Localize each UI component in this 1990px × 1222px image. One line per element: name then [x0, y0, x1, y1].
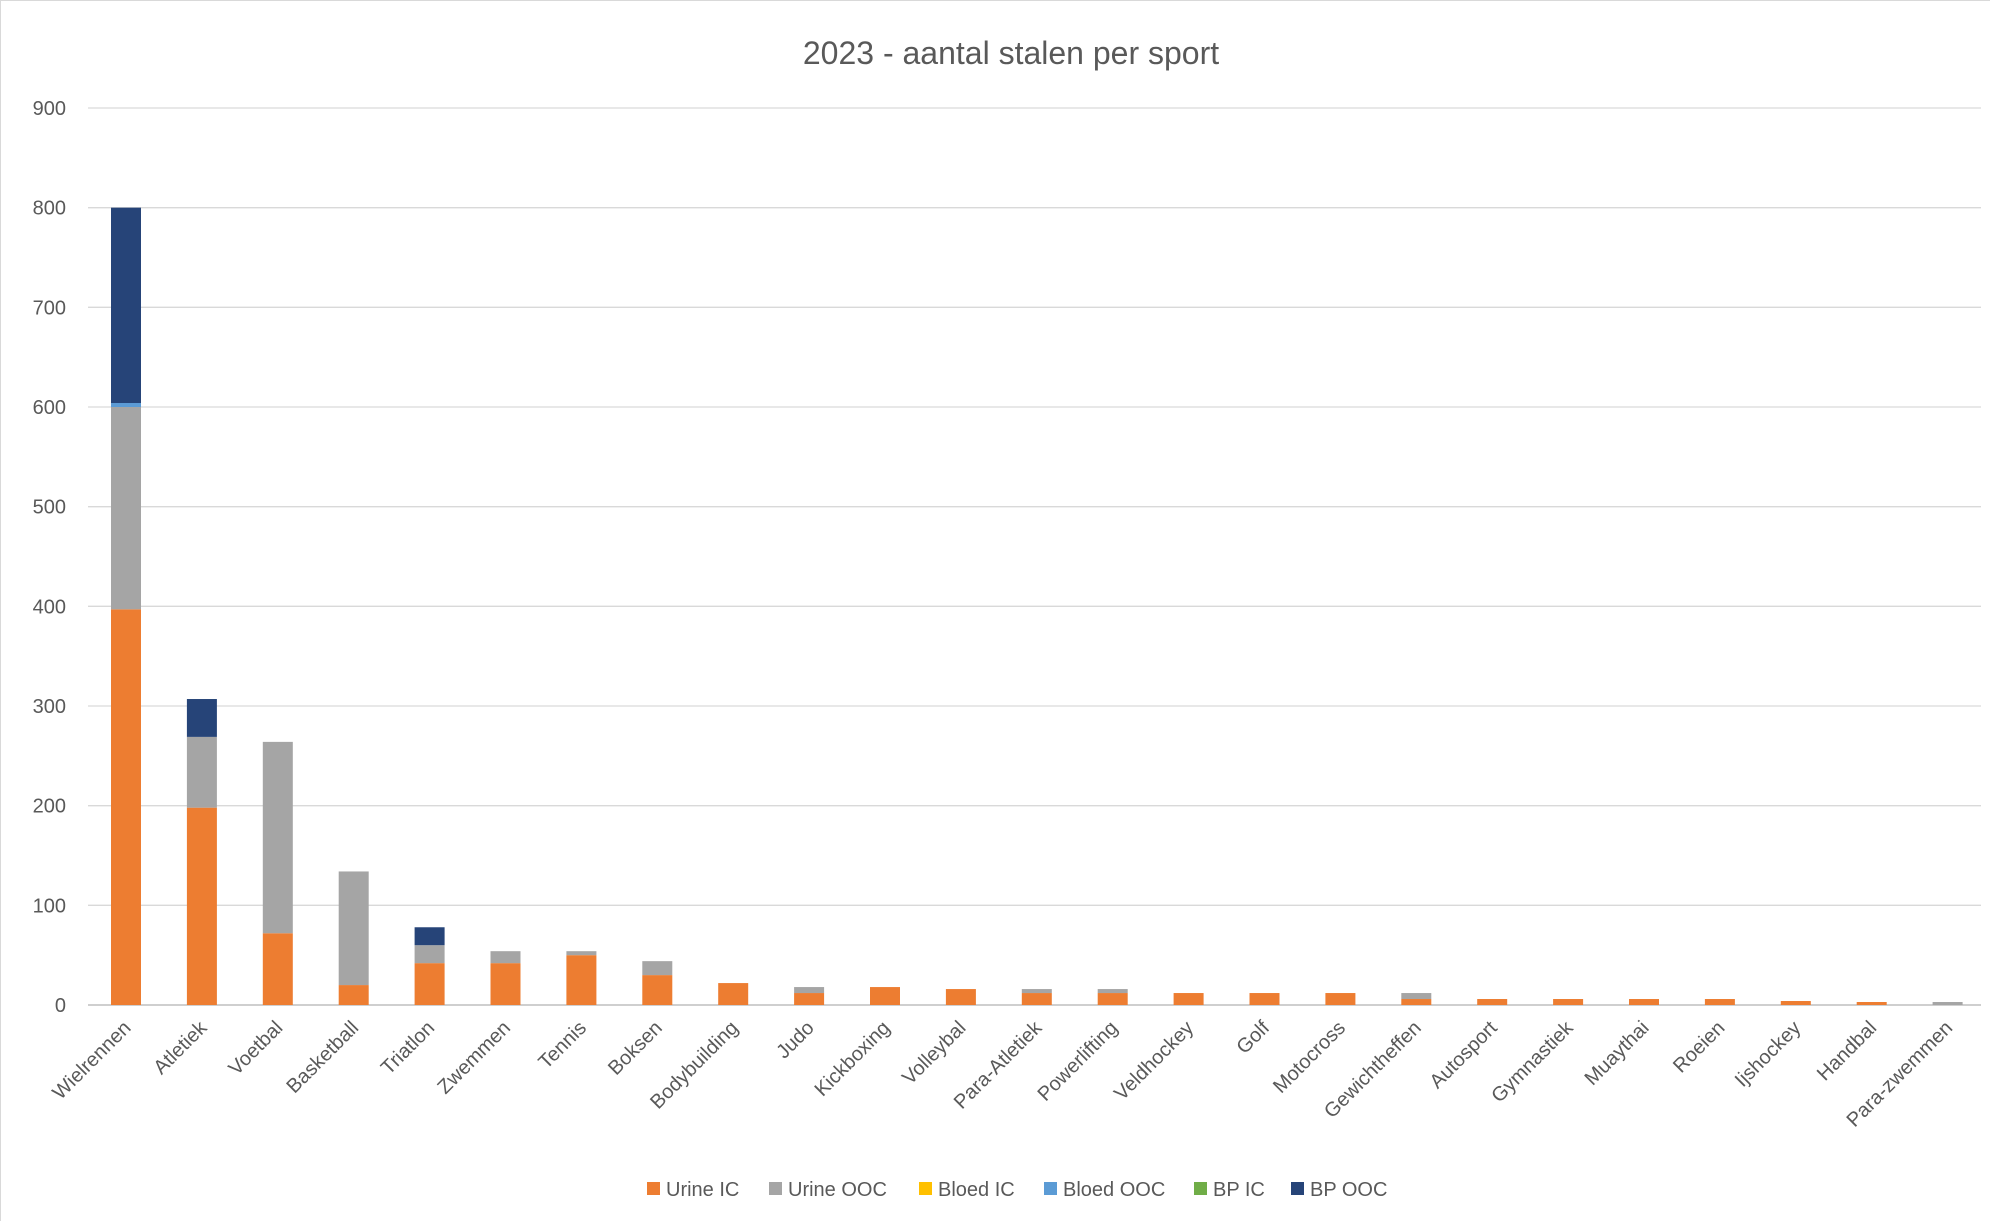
bar-gewichtheffen-urine-ic	[1401, 999, 1432, 1005]
x-tick-label-zwemmen: Zwemmen	[433, 1017, 515, 1099]
legend-swatch-bloed-ooc	[1044, 1182, 1057, 1195]
x-tick-label-atletiek: Atletiek	[149, 1016, 212, 1079]
bar-tennis-urine-ic	[566, 955, 597, 1005]
bar-atletiek-urine-ic	[186, 807, 217, 1005]
x-tick-label-ijshockey: Ijshockey	[1731, 1017, 1806, 1092]
y-tick-label: 700	[33, 297, 66, 319]
bar-basketball-urine-ooc	[338, 871, 369, 986]
legend: Urine IC Urine OOC Bloed IC Bloed OOC BP IC B…	[647, 1179, 1387, 1201]
bar-basketball-urine-ic	[338, 985, 369, 1005]
y-tick-label: 0	[55, 995, 66, 1017]
legend-swatch-urine-ooc	[769, 1182, 782, 1195]
legend-label-urine-ic: Urine IC	[666, 1179, 739, 1201]
legend-label-bloed-ic: Bloed IC	[938, 1179, 1015, 1201]
x-tick-label-voetbal: Voetbal	[225, 1017, 288, 1080]
bar-gymnastiek-urine-ic	[1553, 999, 1584, 1005]
bar-voetbal-urine-ic	[262, 933, 293, 1005]
bar-para-zwemmen-urine-ooc	[1932, 1002, 1963, 1005]
bar-gewichtheffen-urine-ooc	[1401, 993, 1432, 1000]
y-tick-label: 500	[33, 497, 66, 519]
bar-triatlon-bp-ooc	[414, 927, 445, 946]
x-tick-label-motocross: Motocross	[1269, 1017, 1350, 1098]
bar-zwemmen-urine-ooc	[490, 951, 521, 964]
legend-item-urine-ooc: Urine OOC	[769, 1179, 887, 1201]
y-tick-label: 200	[33, 796, 66, 818]
x-tick-label-roeien: Roeien	[1669, 1017, 1729, 1077]
bar-zwemmen-urine-ic	[490, 963, 521, 1005]
bar-wielrennen-bloed-ooc	[111, 403, 141, 407]
bar-motocross-urine-ic	[1325, 993, 1356, 1005]
x-tick-label-powerlifting: Powerlifting	[1034, 1017, 1123, 1106]
y-tick-label: 400	[33, 596, 66, 618]
y-tick-label: 600	[33, 397, 66, 419]
bar-bodybuilding-urine-ic	[718, 983, 749, 1005]
legend-label-bp-ooc: BP OOC	[1310, 1179, 1387, 1201]
bar-veldhockey-urine-ic	[1173, 993, 1204, 1005]
x-tick-label-golf: Golf	[1233, 1017, 1275, 1059]
x-tick-label-muaythai: Muaythai	[1581, 1017, 1654, 1090]
legend-item-bp-ic: BP IC	[1194, 1179, 1265, 1201]
bar-wielrennen-bp-ooc	[111, 207, 141, 404]
x-tick-label-wielrennen: Wielrennen	[48, 1017, 135, 1104]
bar-triatlon-urine-ic	[414, 963, 445, 1005]
x-tick-label-boksen: Boksen	[604, 1017, 667, 1080]
y-tick-label: 800	[33, 198, 66, 220]
y-tick-label: 900	[33, 98, 66, 120]
bar-wielrennen-urine-ic	[111, 609, 141, 1005]
legend-item-bloed-ooc: Bloed OOC	[1044, 1179, 1165, 1201]
bar-atletiek-urine-ooc	[186, 736, 217, 808]
bar-voetbal-urine-ooc	[262, 741, 293, 934]
bar-judo-urine-ooc	[794, 987, 825, 994]
bar-wielrennen-urine-ooc	[111, 407, 141, 610]
bar-boksen-urine-ooc	[642, 961, 673, 976]
bar-muaythai-urine-ic	[1629, 999, 1659, 1005]
bar-kickboxing-urine-ic	[870, 987, 900, 1005]
x-tick-label-volleybal: Volleybal	[898, 1017, 970, 1089]
chart-title: 2023 - aantal stalen per sport	[803, 35, 1219, 71]
legend-swatch-urine-ic	[647, 1182, 660, 1195]
y-tick-label: 300	[33, 696, 66, 718]
x-tick-label-tennis: Tennis	[534, 1017, 590, 1073]
legend-item-bp-ooc: BP OOC	[1291, 1179, 1387, 1201]
x-tick-label-veldhockey: Veldhockey	[1110, 1017, 1198, 1105]
bar-golf-urine-ic	[1249, 993, 1280, 1005]
gridlines	[88, 107, 1981, 1006]
bar-roeien-urine-ic	[1704, 999, 1735, 1005]
bar-powerlifting-urine-ic	[1097, 993, 1128, 1005]
y-axis-ticks: 0 100 200 300 400 500 600 700 800 900	[33, 98, 66, 1017]
x-tick-label-kickboxing: Kickboxing	[811, 1017, 895, 1101]
legend-item-bloed-ic: Bloed IC	[919, 1179, 1015, 1201]
legend-swatch-bp-ooc	[1291, 1182, 1304, 1195]
legend-item-urine-ic: Urine IC	[647, 1179, 739, 1201]
bar-para-atletiek-urine-ic	[1021, 993, 1052, 1005]
bar-boksen-urine-ic	[642, 975, 673, 1005]
bar-handbal-urine-ic	[1856, 1002, 1887, 1005]
x-tick-label-gymnastiek: Gymnastiek	[1487, 1016, 1578, 1107]
bar-triatlon-urine-ooc	[414, 945, 445, 964]
bar-volleybal-urine-ic	[945, 989, 976, 1005]
x-tick-label-judo: Judo	[772, 1017, 818, 1063]
x-tick-label-triatlon: Triatlon	[377, 1017, 439, 1079]
x-tick-label-autosport: Autosport	[1426, 1017, 1502, 1093]
legend-label-bloed-ooc: Bloed OOC	[1063, 1179, 1165, 1201]
bars	[111, 207, 1963, 1005]
legend-label-bp-ic: BP IC	[1213, 1179, 1265, 1201]
bar-ijshockey-urine-ic	[1780, 1001, 1811, 1005]
bar-atletiek-bp-ooc	[186, 699, 217, 737]
legend-swatch-bp-ic	[1194, 1182, 1207, 1195]
bar-autosport-urine-ic	[1477, 999, 1508, 1005]
bar-tennis-urine-ooc	[566, 951, 597, 956]
bar-powerlifting-urine-ooc	[1097, 989, 1128, 994]
y-tick-label: 100	[33, 895, 66, 917]
legend-label-urine-ooc: Urine OOC	[788, 1179, 887, 1201]
legend-swatch-bloed-ic	[919, 1182, 932, 1195]
bar-judo-urine-ic	[794, 993, 825, 1005]
x-tick-label-basketball: Basketball	[282, 1017, 363, 1098]
x-tick-label-handbal: Handbal	[1813, 1017, 1881, 1085]
bar-para-atletiek-urine-ooc	[1021, 989, 1052, 994]
